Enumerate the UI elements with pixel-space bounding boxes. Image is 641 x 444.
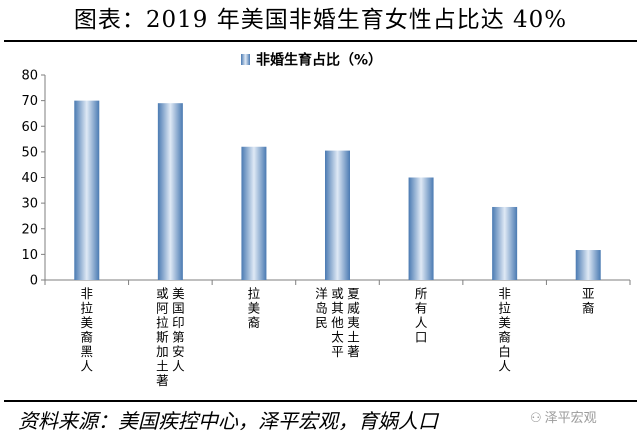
y-tick-label: 40 [21, 171, 38, 186]
bar [157, 103, 183, 280]
legend-label: 非婚生育占比（%） [256, 52, 382, 69]
y-tick-label: 10 [21, 248, 38, 263]
watermark: ⚇ 泽平宏观 [530, 410, 597, 428]
source-note: 资料来源：美国疾控中心，泽平宏观，育娲人口 [18, 409, 438, 433]
y-tick-label: 50 [21, 145, 38, 160]
x-tick-label: 非拉美裔白人 [498, 286, 511, 374]
legend-swatch [241, 54, 250, 65]
page-title: 图表：2019 年美国非婚生育女性占比达 40% [73, 7, 568, 33]
wechat-icon: ⚇ [530, 411, 542, 426]
bar [575, 250, 601, 280]
y-tick-label: 70 [21, 94, 38, 109]
footer-divider [4, 400, 637, 402]
title-divider [4, 40, 637, 42]
bar [241, 146, 267, 280]
x-tick-label: 非拉美裔黑人 [81, 286, 94, 374]
x-tick-label: 拉美裔 [248, 286, 261, 330]
watermark-text: 泽平宏观 [544, 411, 597, 426]
x-tick-label: 亚裔 [582, 286, 595, 316]
bar [492, 206, 518, 280]
y-tick-label: 20 [21, 222, 38, 237]
y-tick-label: 30 [21, 197, 38, 212]
bar [325, 150, 350, 280]
chart-legend: 非婚生育占比（%） [241, 52, 382, 69]
x-tick-label: 洋岛民 [315, 286, 328, 330]
x-tick-label: 或其他太平 [331, 286, 344, 359]
bar [74, 100, 100, 280]
x-tick-label: 或阿拉斯加土著 [156, 286, 169, 388]
y-tick-label: 80 [21, 69, 38, 84]
x-tick-label: 所有人口 [415, 286, 428, 345]
x-tick-label: 美国印第安人 [172, 286, 185, 374]
bar-chart: 非婚生育占比（%） 0 10 20 30 40 50 60 70 80 非拉美裔黑人 美国印第安人… [21, 52, 631, 388]
bar [408, 177, 434, 280]
y-tick-label: 0 [30, 274, 38, 289]
x-tick-label: 夏威夷土著 [347, 286, 360, 359]
y-tick-label: 60 [21, 120, 38, 135]
